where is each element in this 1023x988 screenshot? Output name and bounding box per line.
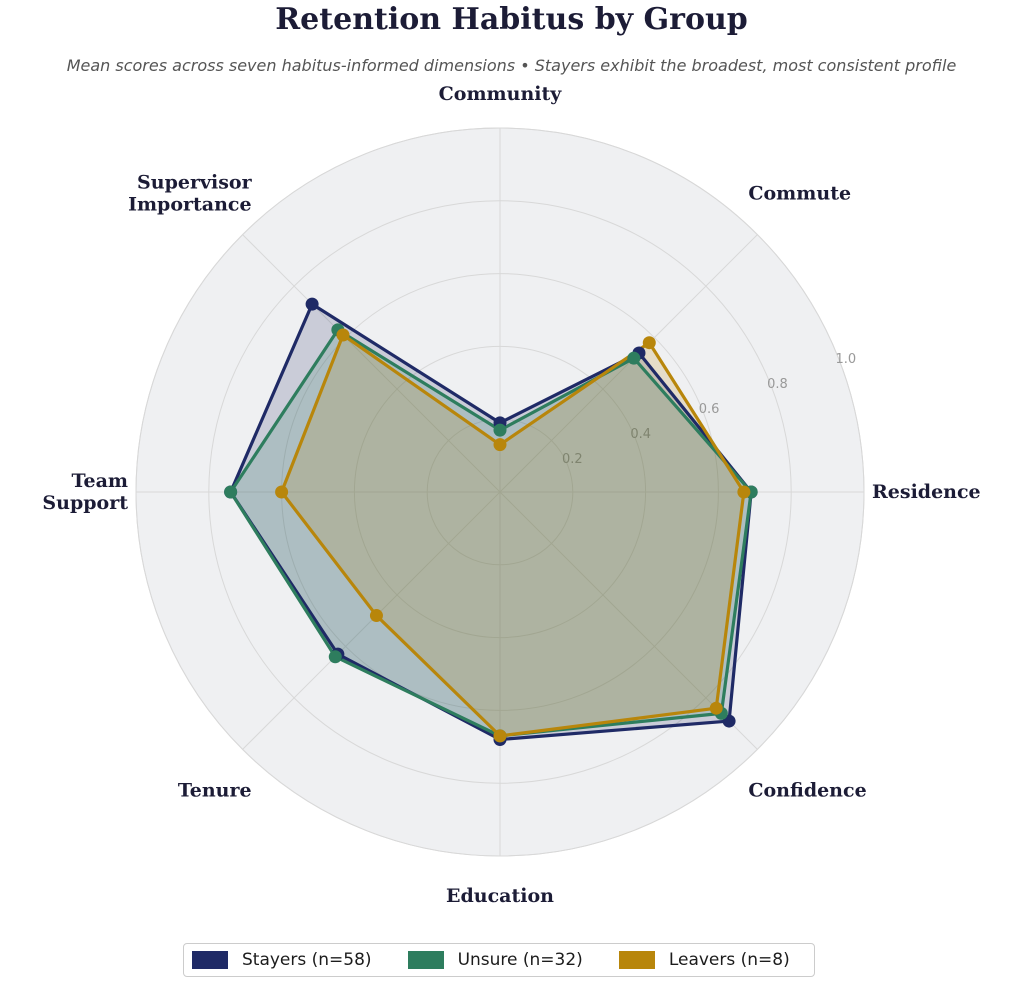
data-point-leavers-residence [737,485,751,499]
radial-tick-label: 0.4 [630,427,651,442]
data-point-leavers-commute [642,336,656,350]
legend-swatch-unsure [407,951,444,969]
legend-swatch-leavers [618,951,655,969]
radial-tick-label: 0.8 [767,377,788,392]
legend-label-unsure: Unsure (n=32) [457,950,583,970]
axis-label-team-support: Team Support [42,470,128,514]
data-point-leavers-education [493,729,507,743]
radar-chart: 0.2 0.4 0.6 0.8 1.0 Community Commute Residence… [42,83,981,907]
data-point-unsure-community [493,423,507,437]
legend-item-unsure[interactable]: Unsure (n=32) [407,950,583,970]
data-point-leavers-supervisor-importance [336,328,350,342]
chart-title: Retention Habitus by Group [275,2,748,37]
data-point-leavers-community [493,438,507,452]
data-point-stayers-supervisor-importance [305,297,319,311]
axis-label-residence: Residence [872,481,981,503]
legend-swatch-stayers [192,951,228,969]
radial-tick-label: 0.2 [562,452,583,467]
grid-spoke [242,491,501,750]
data-point-leavers-confidence [709,701,723,715]
data-point-leavers-tenure [369,609,383,623]
legend-item-leavers[interactable]: Leavers (n=8) [618,950,790,970]
axis-label-supervisor-importance: Supervisor Importance [128,172,253,216]
grid-spoke [242,234,501,493]
legend: Stayers (n=58) Unsure (n=32) Leavers (n=… [183,943,815,977]
data-point-unsure-commute [627,351,641,365]
legend-label-leavers: Leavers (n=8) [668,950,790,970]
data-point-leavers-team-support [275,485,289,499]
axis-label-commute: Commute [748,183,851,205]
series-area-unsure [230,329,752,736]
radial-tick-label: 1.0 [835,352,856,367]
legend-item-stayers[interactable]: Stayers (n=58) [192,950,372,970]
data-point-unsure-team-support [224,485,238,499]
axis-label-confidence: Confidence [748,779,866,801]
radial-tick-label: 0.6 [699,402,720,417]
axis-label-education: Education [446,885,554,907]
chart-subtitle: Mean scores across seven habitus-informe… [66,56,957,75]
grid-spoke [499,234,758,493]
axis-label-tenure: Tenure [178,779,252,801]
legend-label-stayers: Stayers (n=58) [242,950,372,970]
data-point-unsure-tenure [328,650,342,664]
series-area-stayers [230,304,752,740]
axis-label-community: Community [439,83,563,105]
